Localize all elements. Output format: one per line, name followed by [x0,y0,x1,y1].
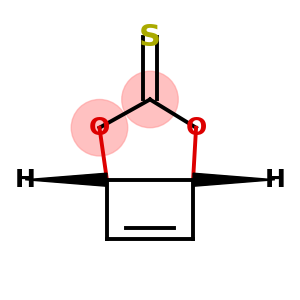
Text: S: S [139,22,161,52]
Polygon shape [193,173,275,186]
Circle shape [122,71,178,128]
Text: H: H [15,168,36,192]
Circle shape [71,100,128,156]
Text: O: O [185,116,207,140]
Text: O: O [89,116,110,140]
Polygon shape [25,173,107,186]
Text: H: H [264,168,285,192]
